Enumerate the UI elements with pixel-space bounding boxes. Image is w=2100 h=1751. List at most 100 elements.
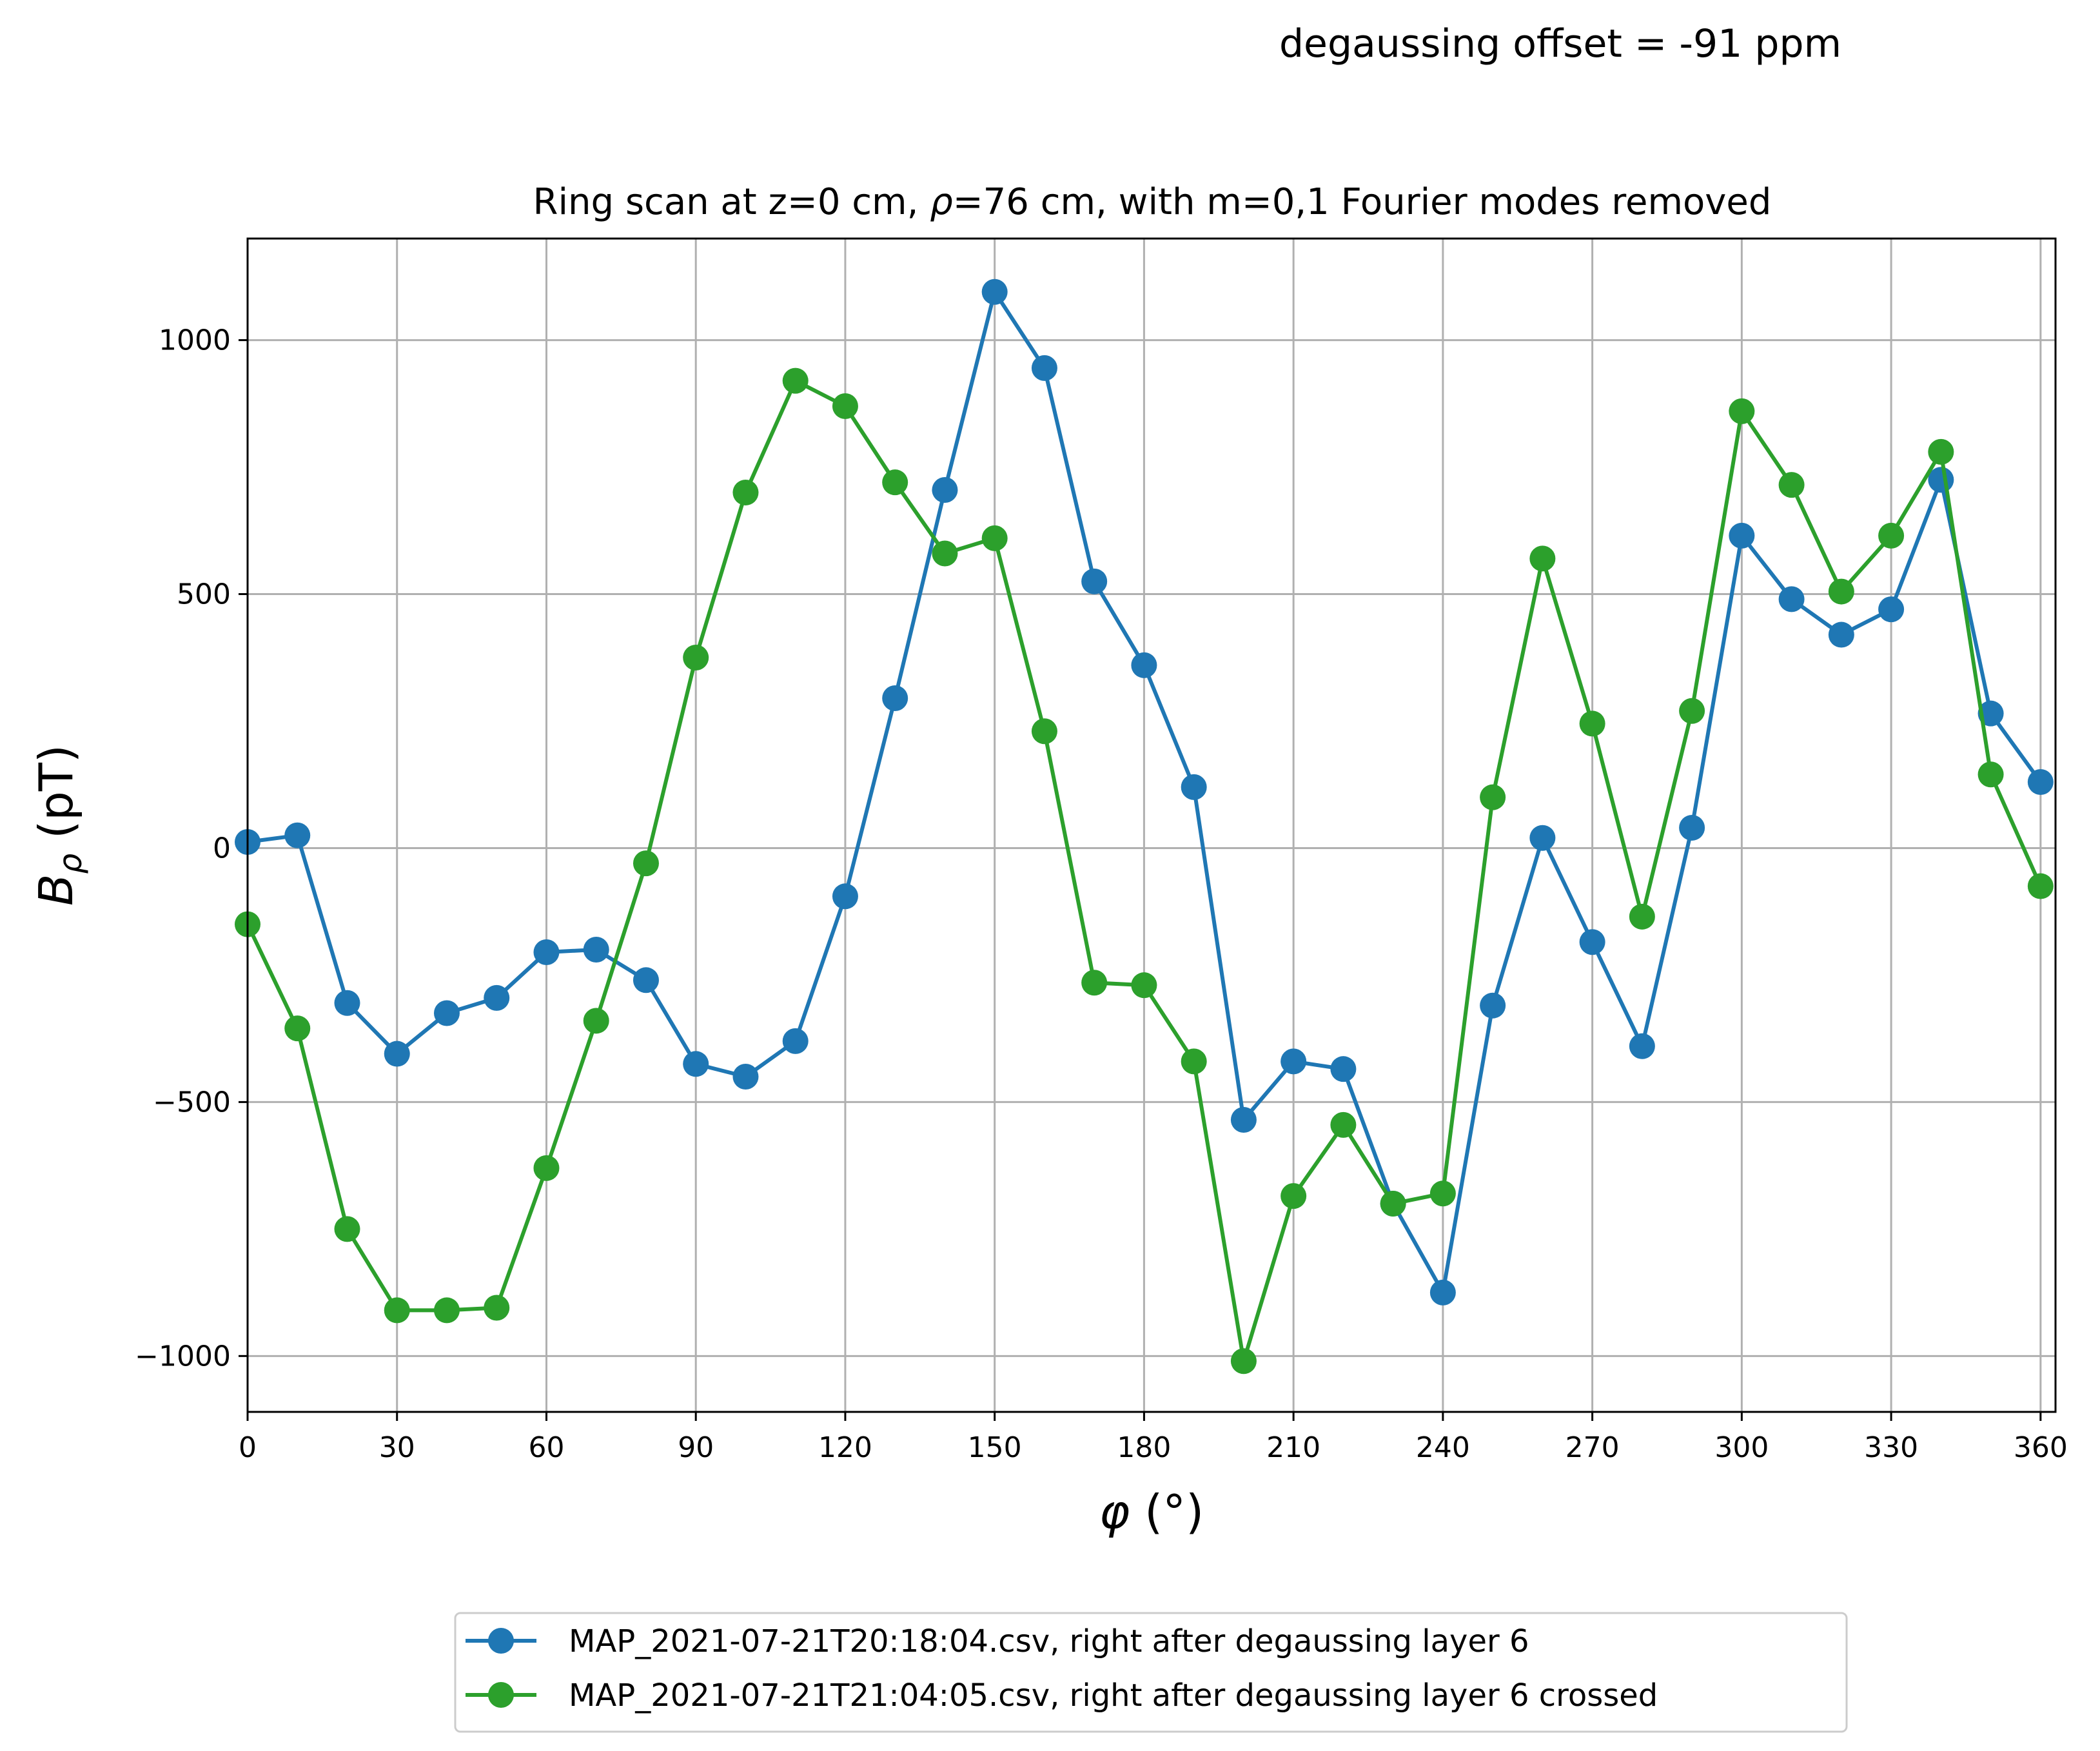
y-label-unit: (pT) [29, 745, 83, 854]
legend-label: MAP_2021-07-21T20:18:04.csv, right after… [569, 1623, 1529, 1659]
data-point [981, 525, 1008, 551]
data-point [633, 850, 659, 877]
data-point [2027, 873, 2054, 899]
legend-label: MAP_2021-07-21T21:04:05.csv, right after… [569, 1678, 1658, 1714]
x-tick-label: 210 [1266, 1431, 1320, 1464]
data-point [1579, 710, 1605, 737]
data-point [284, 822, 311, 848]
data-point [1977, 700, 2004, 727]
data-point [433, 1000, 460, 1026]
x-tick-label: 150 [968, 1431, 1022, 1464]
data-point [1529, 545, 1556, 572]
x-tick-label: 60 [528, 1431, 564, 1464]
data-point [732, 1064, 759, 1090]
data-point [1031, 355, 1057, 381]
data-point [932, 477, 958, 503]
legend: MAP_2021-07-21T20:18:04.csv, right after… [454, 1612, 1848, 1733]
data-point [1081, 970, 1108, 996]
y-tick-label: 0 [213, 832, 231, 865]
data-point [1330, 1111, 1357, 1138]
axis-ticks: 0 30 60 90 120 150 180 210 240 270 300 330 360 −1000 −… [135, 324, 2068, 1464]
data-point [1977, 761, 2004, 788]
x-tick-label: 0 [239, 1431, 257, 1464]
data-point [1181, 774, 1207, 800]
data-point [782, 1028, 809, 1054]
data-point [782, 367, 809, 394]
data-point [1131, 972, 1157, 999]
data-point [1480, 992, 1506, 1019]
data-point [1131, 652, 1157, 678]
data-point [384, 1297, 410, 1324]
grid-lines [246, 239, 2056, 1412]
plot-frame [246, 237, 2057, 1413]
degaussing-offset-note: degaussing offset = -91 ppm [1279, 21, 1841, 66]
data-point [2027, 769, 2054, 796]
data-point [1181, 1048, 1207, 1075]
x-tick-label: 300 [1714, 1431, 1769, 1464]
data-point [1429, 1180, 1456, 1207]
title-rho-symbol: ρ [930, 181, 953, 223]
y-tick-label: 500 [177, 578, 231, 611]
y-tick-label: 1000 [159, 324, 231, 357]
data-series [235, 279, 2054, 1374]
y-label-subscript: ρ [52, 854, 89, 874]
data-point [1679, 814, 1705, 841]
data-point [932, 540, 958, 567]
data-point [1928, 438, 1954, 465]
data-point [732, 479, 759, 505]
series-2 [235, 367, 2054, 1374]
data-point [1828, 621, 1854, 648]
x-tick-label: 330 [1864, 1431, 1918, 1464]
data-point [832, 393, 858, 419]
legend-entry: MAP_2021-07-21T21:04:05.csv, right after… [466, 1678, 1658, 1714]
data-point [1579, 929, 1605, 955]
legend-marker [488, 1628, 514, 1654]
x-axis-label: φ (°) [1099, 1485, 1204, 1539]
data-point [583, 1008, 609, 1034]
y-label-symbol: B [29, 874, 83, 906]
data-point [683, 1051, 709, 1077]
data-point [1031, 718, 1057, 745]
chart-title: Ring scan at z=0 cm, ρ=76 cm, with m=0,1… [533, 181, 1772, 223]
data-point [1778, 472, 1805, 498]
data-point [533, 939, 560, 965]
data-point [1878, 522, 1905, 549]
data-point [832, 883, 858, 910]
data-point [384, 1041, 410, 1067]
data-point [1330, 1056, 1357, 1082]
y-tick-label: −1000 [135, 1340, 231, 1373]
data-point [1629, 903, 1655, 930]
data-point [484, 984, 510, 1011]
x-tick-label: 240 [1416, 1431, 1470, 1464]
data-point [1778, 586, 1805, 612]
data-point [1529, 825, 1556, 851]
y-tick-label: −500 [153, 1086, 231, 1119]
data-point [1281, 1183, 1307, 1209]
data-point [284, 1015, 311, 1042]
data-point [633, 967, 659, 993]
data-point [334, 1216, 360, 1242]
y-axis-label: Bρ (pT) [29, 745, 89, 906]
data-point [1281, 1048, 1307, 1075]
data-point [1480, 784, 1506, 810]
x-tick-label: 360 [2014, 1431, 2068, 1464]
x-tick-label: 180 [1117, 1431, 1171, 1464]
data-point [1230, 1348, 1257, 1374]
data-point [1878, 596, 1905, 623]
legend-entry: MAP_2021-07-21T20:18:04.csv, right after… [466, 1623, 1529, 1659]
x-label-phi-symbol: φ [1099, 1485, 1130, 1539]
data-point [882, 469, 908, 496]
data-point [1679, 698, 1705, 724]
data-point [683, 645, 709, 670]
x-tick-label: 270 [1565, 1431, 1620, 1464]
data-point [1230, 1106, 1257, 1133]
x-tick-label: 120 [818, 1431, 872, 1464]
x-tick-label: 90 [678, 1431, 714, 1464]
data-point [1429, 1279, 1456, 1306]
data-point [1380, 1190, 1406, 1217]
data-point [583, 937, 609, 963]
data-point [981, 279, 1008, 305]
data-point [882, 685, 908, 712]
data-point [1729, 398, 1755, 424]
